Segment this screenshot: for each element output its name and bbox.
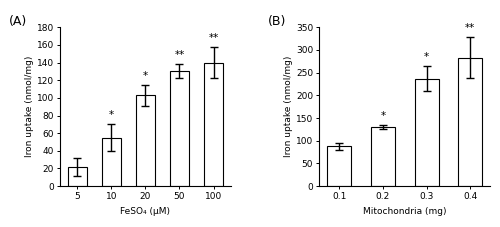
Bar bbox=[68, 167, 86, 186]
Text: *: * bbox=[380, 111, 386, 121]
Text: *: * bbox=[424, 52, 429, 62]
Bar bbox=[136, 95, 154, 186]
Bar bbox=[102, 138, 120, 186]
Bar bbox=[170, 71, 189, 186]
Text: *: * bbox=[108, 110, 114, 120]
Bar bbox=[371, 127, 395, 186]
Text: (B): (B) bbox=[268, 15, 286, 27]
Text: **: ** bbox=[174, 50, 184, 60]
X-axis label: FeSO₄ (μM): FeSO₄ (μM) bbox=[120, 207, 170, 216]
Text: **: ** bbox=[208, 33, 218, 43]
Y-axis label: Iron uptake (nmol/mg): Iron uptake (nmol/mg) bbox=[24, 56, 34, 157]
Text: (A): (A) bbox=[9, 15, 27, 27]
Bar bbox=[327, 146, 351, 186]
Y-axis label: Iron uptake (nmol/mg): Iron uptake (nmol/mg) bbox=[284, 56, 293, 157]
Text: **: ** bbox=[465, 23, 475, 33]
Bar bbox=[204, 63, 223, 186]
X-axis label: Mitochondria (mg): Mitochondria (mg) bbox=[363, 207, 446, 216]
Bar bbox=[414, 79, 438, 186]
Bar bbox=[458, 58, 482, 186]
Text: *: * bbox=[143, 71, 148, 81]
